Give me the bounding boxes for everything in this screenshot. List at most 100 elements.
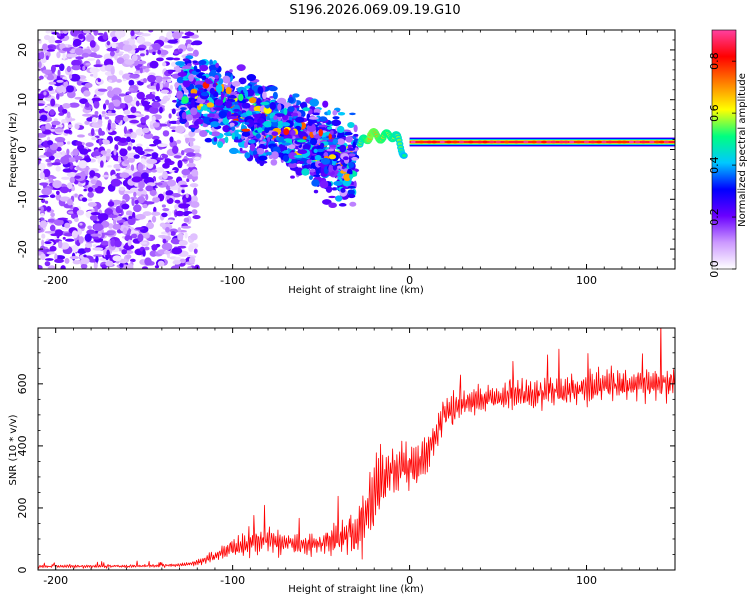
noise-blob xyxy=(220,92,225,101)
noise-blob xyxy=(313,148,318,154)
noise-blob xyxy=(66,53,77,58)
stable-line-pulse xyxy=(495,140,501,144)
noise-blob xyxy=(174,199,181,204)
noise-blob xyxy=(292,93,300,98)
colorbar-tick-label: 0.0 xyxy=(708,260,721,278)
noise-blob xyxy=(137,60,147,65)
noise-blob xyxy=(238,93,244,102)
noise-blob xyxy=(174,203,180,210)
noise-blob xyxy=(93,254,104,258)
noise-blob xyxy=(126,91,132,95)
noise-blob xyxy=(328,202,337,209)
noise-blob xyxy=(126,37,136,47)
noise-blob xyxy=(122,227,128,235)
noise-blob xyxy=(135,100,140,107)
noise-blob xyxy=(183,148,195,154)
noise-blob xyxy=(69,161,74,170)
stable-line-pulse xyxy=(659,140,665,144)
noise-blob xyxy=(159,49,169,56)
noise-blob xyxy=(258,155,268,161)
noise-blob xyxy=(204,137,213,143)
noise-blob xyxy=(69,73,81,82)
noise-blob xyxy=(51,162,62,166)
noise-blob xyxy=(207,113,215,118)
noise-blob xyxy=(172,260,182,265)
noise-blob xyxy=(107,90,115,98)
noise-blob xyxy=(92,244,97,247)
noise-blob xyxy=(136,143,143,148)
noise-blob xyxy=(62,168,73,173)
stable-line-pulse xyxy=(590,140,596,144)
noise-blob xyxy=(84,233,92,242)
noise-blob xyxy=(106,74,118,83)
noise-blob xyxy=(140,158,146,165)
noise-blob xyxy=(186,178,190,183)
noise-blob xyxy=(106,40,111,46)
noise-blob xyxy=(49,224,56,232)
noise-blob xyxy=(109,50,115,57)
snr-x-label: Height of straight line (km) xyxy=(288,584,424,595)
noise-blob xyxy=(77,248,87,255)
noise-blob xyxy=(100,160,104,168)
noise-blob xyxy=(118,70,124,76)
snr-x-tick-label: -200 xyxy=(43,574,68,587)
noise-blob xyxy=(42,69,53,75)
noise-blob xyxy=(318,124,328,128)
noise-blob xyxy=(146,158,158,165)
noise-blob xyxy=(177,159,183,169)
spectrogram-x-tick-label: -100 xyxy=(220,274,245,287)
noise-blob xyxy=(176,139,182,144)
noise-blob xyxy=(125,254,132,260)
noise-blob xyxy=(327,109,331,116)
noise-blob xyxy=(56,33,61,37)
noise-blob xyxy=(172,145,179,155)
noise-blob xyxy=(159,82,163,90)
noise-blob xyxy=(91,136,97,141)
noise-blob xyxy=(165,81,170,87)
noise-blob xyxy=(43,34,51,41)
noise-blob xyxy=(113,163,122,170)
noise-blob xyxy=(244,122,250,125)
noise-blob xyxy=(130,132,137,139)
snr-x-tick-label: -100 xyxy=(220,574,245,587)
noise-blob xyxy=(124,235,133,242)
noise-blob xyxy=(244,90,249,98)
noise-blob xyxy=(95,256,99,263)
noise-blob xyxy=(347,193,356,199)
noise-blob xyxy=(85,102,90,108)
noise-blob xyxy=(311,179,320,187)
noise-blob xyxy=(290,112,299,117)
noise-blob xyxy=(54,39,63,44)
stable-line-pulse xyxy=(504,140,510,144)
noise-blob xyxy=(310,155,315,161)
noise-blob xyxy=(212,82,217,88)
noise-blob xyxy=(58,112,65,116)
noise-blob xyxy=(85,62,92,66)
noise-blob xyxy=(329,130,334,135)
noise-blob xyxy=(54,128,64,133)
noise-blob xyxy=(309,98,320,107)
noise-blob xyxy=(84,246,91,253)
noise-blob xyxy=(110,238,116,247)
noise-blob xyxy=(111,87,122,95)
noise-blob xyxy=(173,155,182,159)
noise-blob xyxy=(62,103,71,109)
noise-blob xyxy=(337,112,346,116)
noise-blob xyxy=(44,241,52,245)
noise-blob xyxy=(151,244,158,251)
noise-blob xyxy=(97,119,103,125)
noise-blob xyxy=(40,213,45,217)
noise-blob xyxy=(75,141,83,146)
noise-blob xyxy=(347,121,355,128)
noise-blob xyxy=(122,44,133,52)
noise-blob xyxy=(60,119,67,124)
noise-blob xyxy=(70,118,76,121)
noise-blob xyxy=(189,140,194,148)
noise-blob xyxy=(42,43,48,51)
noise-blob xyxy=(61,87,67,94)
noise-blob xyxy=(315,168,320,176)
noise-blob xyxy=(149,250,158,257)
noise-blob xyxy=(283,138,292,142)
noise-blob xyxy=(349,201,357,207)
noise-blob xyxy=(233,139,243,143)
